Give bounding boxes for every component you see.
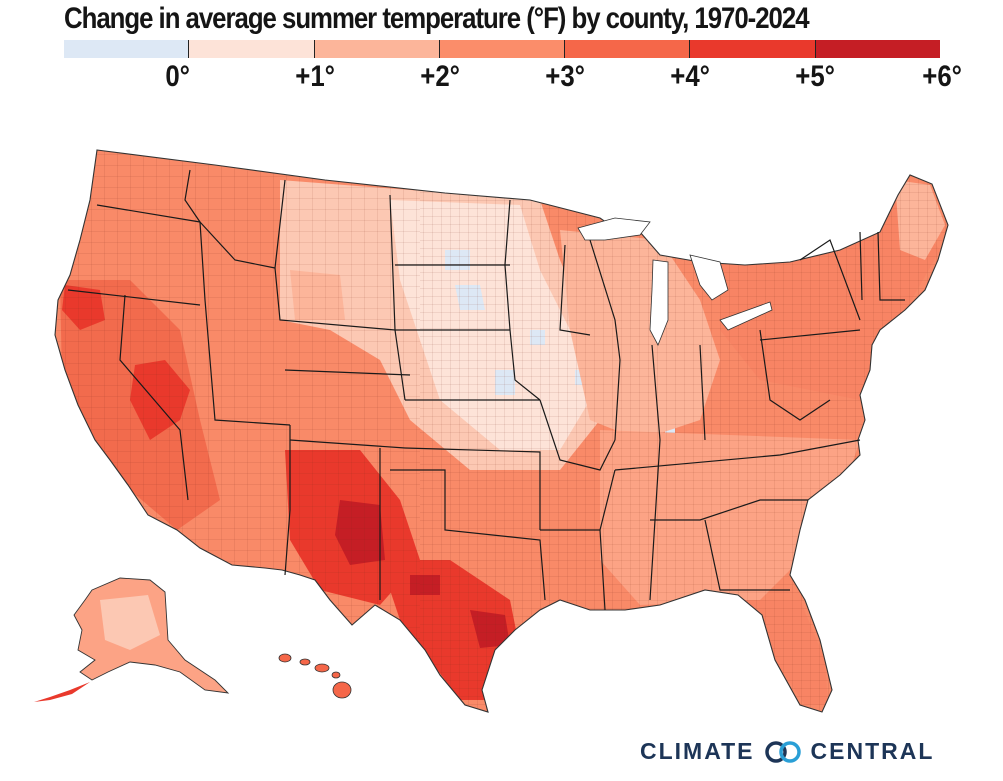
state-borders — [67, 169, 905, 611]
map-title: Change in average summer temperature (°F… — [64, 2, 810, 35]
lake-superior — [577, 217, 651, 241]
legend-swatch-3-4 — [565, 40, 691, 58]
legend-swatch-4-5 — [690, 40, 816, 58]
brand-left-text: CLIMATE — [640, 738, 755, 764]
lake-huron — [689, 254, 729, 301]
legend-swatch-below-0 — [64, 40, 190, 58]
legend-tick-0: 0° — [165, 60, 190, 93]
climate-central-logo: CLIMATE CENTRAL — [640, 738, 934, 765]
legend-swatch-2-3 — [439, 40, 566, 58]
legend-tick-6: +6° — [922, 60, 962, 93]
legend-swatch-0-1 — [189, 40, 315, 58]
hawaii — [278, 653, 352, 699]
legend-tick-3: +3° — [545, 60, 585, 93]
legend-tick-1: +1° — [295, 60, 335, 93]
alaska-pale-interior — [100, 595, 160, 650]
legend-tick-4: +4° — [670, 60, 710, 93]
lake-erie — [719, 301, 773, 331]
color-legend — [64, 40, 940, 58]
legend-tick-5: +5° — [795, 60, 835, 93]
county-lines-west — [55, 150, 420, 712]
linked-rings-icon — [764, 740, 801, 763]
legend-swatch-5-6 — [815, 40, 940, 58]
county-lines-east — [420, 150, 948, 712]
alaska-aleutians — [34, 682, 90, 702]
legend-swatch-1-2 — [314, 40, 440, 58]
lake-michigan — [649, 259, 669, 346]
legend-tick-2: +2° — [420, 60, 460, 93]
brand-right-text: CENTRAL — [810, 738, 935, 764]
